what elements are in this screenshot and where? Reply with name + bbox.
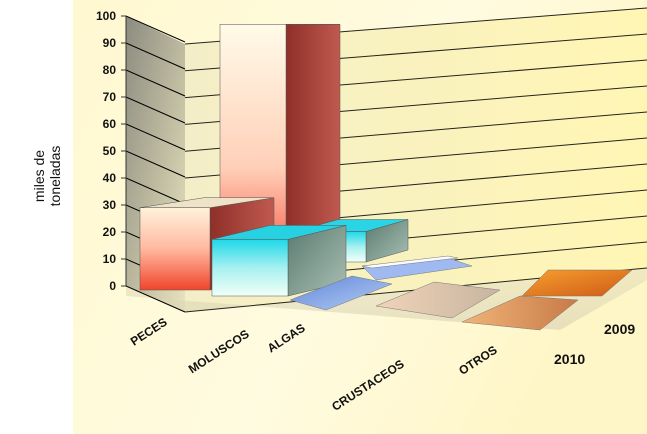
- gridline-side: [125, 42, 186, 70]
- bar-crustaceos-2010: [375, 281, 501, 319]
- gridline-side: [125, 96, 186, 124]
- y-tick-label: 0: [109, 279, 116, 293]
- y-tick-label: 90: [103, 36, 117, 50]
- y-axis: 0 10 20 30 40 50 60 70 80 90 100: [96, 9, 127, 293]
- bar-crustaceos-2009-top: [361, 255, 459, 269]
- bars: [139, 24, 633, 331]
- bar-otros-2009: [521, 269, 633, 297]
- gridline-side: [125, 150, 186, 178]
- series-label-2010: 2010: [554, 351, 585, 367]
- y-axis-title-line1: miles de: [31, 150, 47, 202]
- series-labels: 2010 2009: [554, 321, 635, 367]
- gridline-side: [125, 285, 186, 313]
- gridline-side: [125, 177, 186, 205]
- series-label-2009: 2009: [604, 321, 635, 337]
- y-tick-label: 100: [96, 9, 116, 23]
- y-tick-label: 40: [103, 171, 117, 185]
- y-tick-label: 50: [103, 144, 117, 158]
- y-tick-label: 70: [103, 90, 117, 104]
- gridline-side: [125, 15, 186, 43]
- y-tick-label: 80: [103, 63, 117, 77]
- bar-algas-2010: [289, 275, 393, 311]
- bar-otros-2010: [461, 295, 579, 331]
- y-tick-label: 10: [103, 252, 117, 266]
- bar-moluscos-2010: [211, 225, 347, 297]
- y-tick-label: 60: [103, 117, 117, 131]
- y-axis-title-line2: toneladas: [47, 146, 63, 207]
- gridline-side: [125, 123, 186, 151]
- y-tick-label: 30: [103, 198, 117, 212]
- y-tick-label: 20: [103, 225, 117, 239]
- gridline-side: [125, 69, 186, 97]
